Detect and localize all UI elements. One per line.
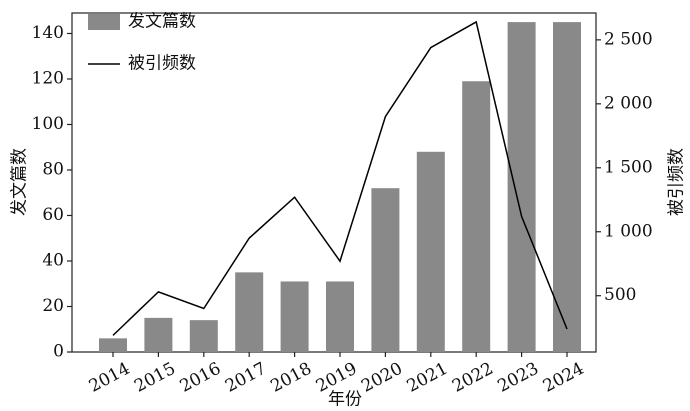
x-tick-label: 2022 (449, 359, 497, 397)
bar (280, 281, 309, 352)
y2-tick-label: 500 (604, 285, 636, 305)
bar (189, 320, 218, 352)
bar (462, 81, 491, 352)
x-tick-label: 2014 (86, 359, 134, 397)
x-tick-label: 2023 (494, 359, 542, 397)
y2-tick-label: 1 000 (604, 221, 653, 241)
y-axis-title: 发文篇数 (10, 148, 30, 216)
legend-label: 发文篇数 (128, 12, 196, 32)
y-tick-label: 60 (42, 205, 64, 225)
y-tick-label: 0 (53, 342, 64, 362)
y2-tick-label: 2 500 (604, 29, 653, 49)
bar (507, 22, 536, 352)
x-tick-label: 2016 (177, 359, 225, 397)
y-tick-label: 20 (42, 296, 64, 316)
y-tick-label: 140 (32, 23, 64, 43)
y-tick-label: 40 (42, 250, 64, 270)
x-tick-label: 2024 (540, 359, 588, 397)
x-axis-title: 年份 (328, 390, 362, 410)
bar (371, 188, 400, 352)
y2-tick-label: 1 500 (604, 157, 653, 177)
y2-tick-label: 2 000 (604, 93, 653, 113)
x-tick-label: 2018 (267, 359, 315, 397)
x-tick-label: 2017 (222, 359, 270, 397)
x-tick-label: 2021 (404, 359, 452, 397)
x-tick-label: 2015 (131, 359, 179, 397)
y-tick-label: 80 (42, 159, 64, 179)
x-tick-label: 2020 (358, 359, 406, 397)
y-tick-label: 120 (32, 68, 64, 88)
bar (326, 281, 354, 352)
bar (144, 317, 173, 352)
legend-label: 被引频数 (128, 54, 196, 74)
y-tick-label: 100 (32, 114, 64, 134)
bar (235, 272, 264, 352)
legend-swatch (88, 14, 120, 30)
bar (553, 22, 581, 352)
bar (416, 151, 445, 352)
bar (99, 338, 127, 352)
line (112, 20, 568, 336)
y2-axis-title: 被引频数 (667, 148, 687, 216)
